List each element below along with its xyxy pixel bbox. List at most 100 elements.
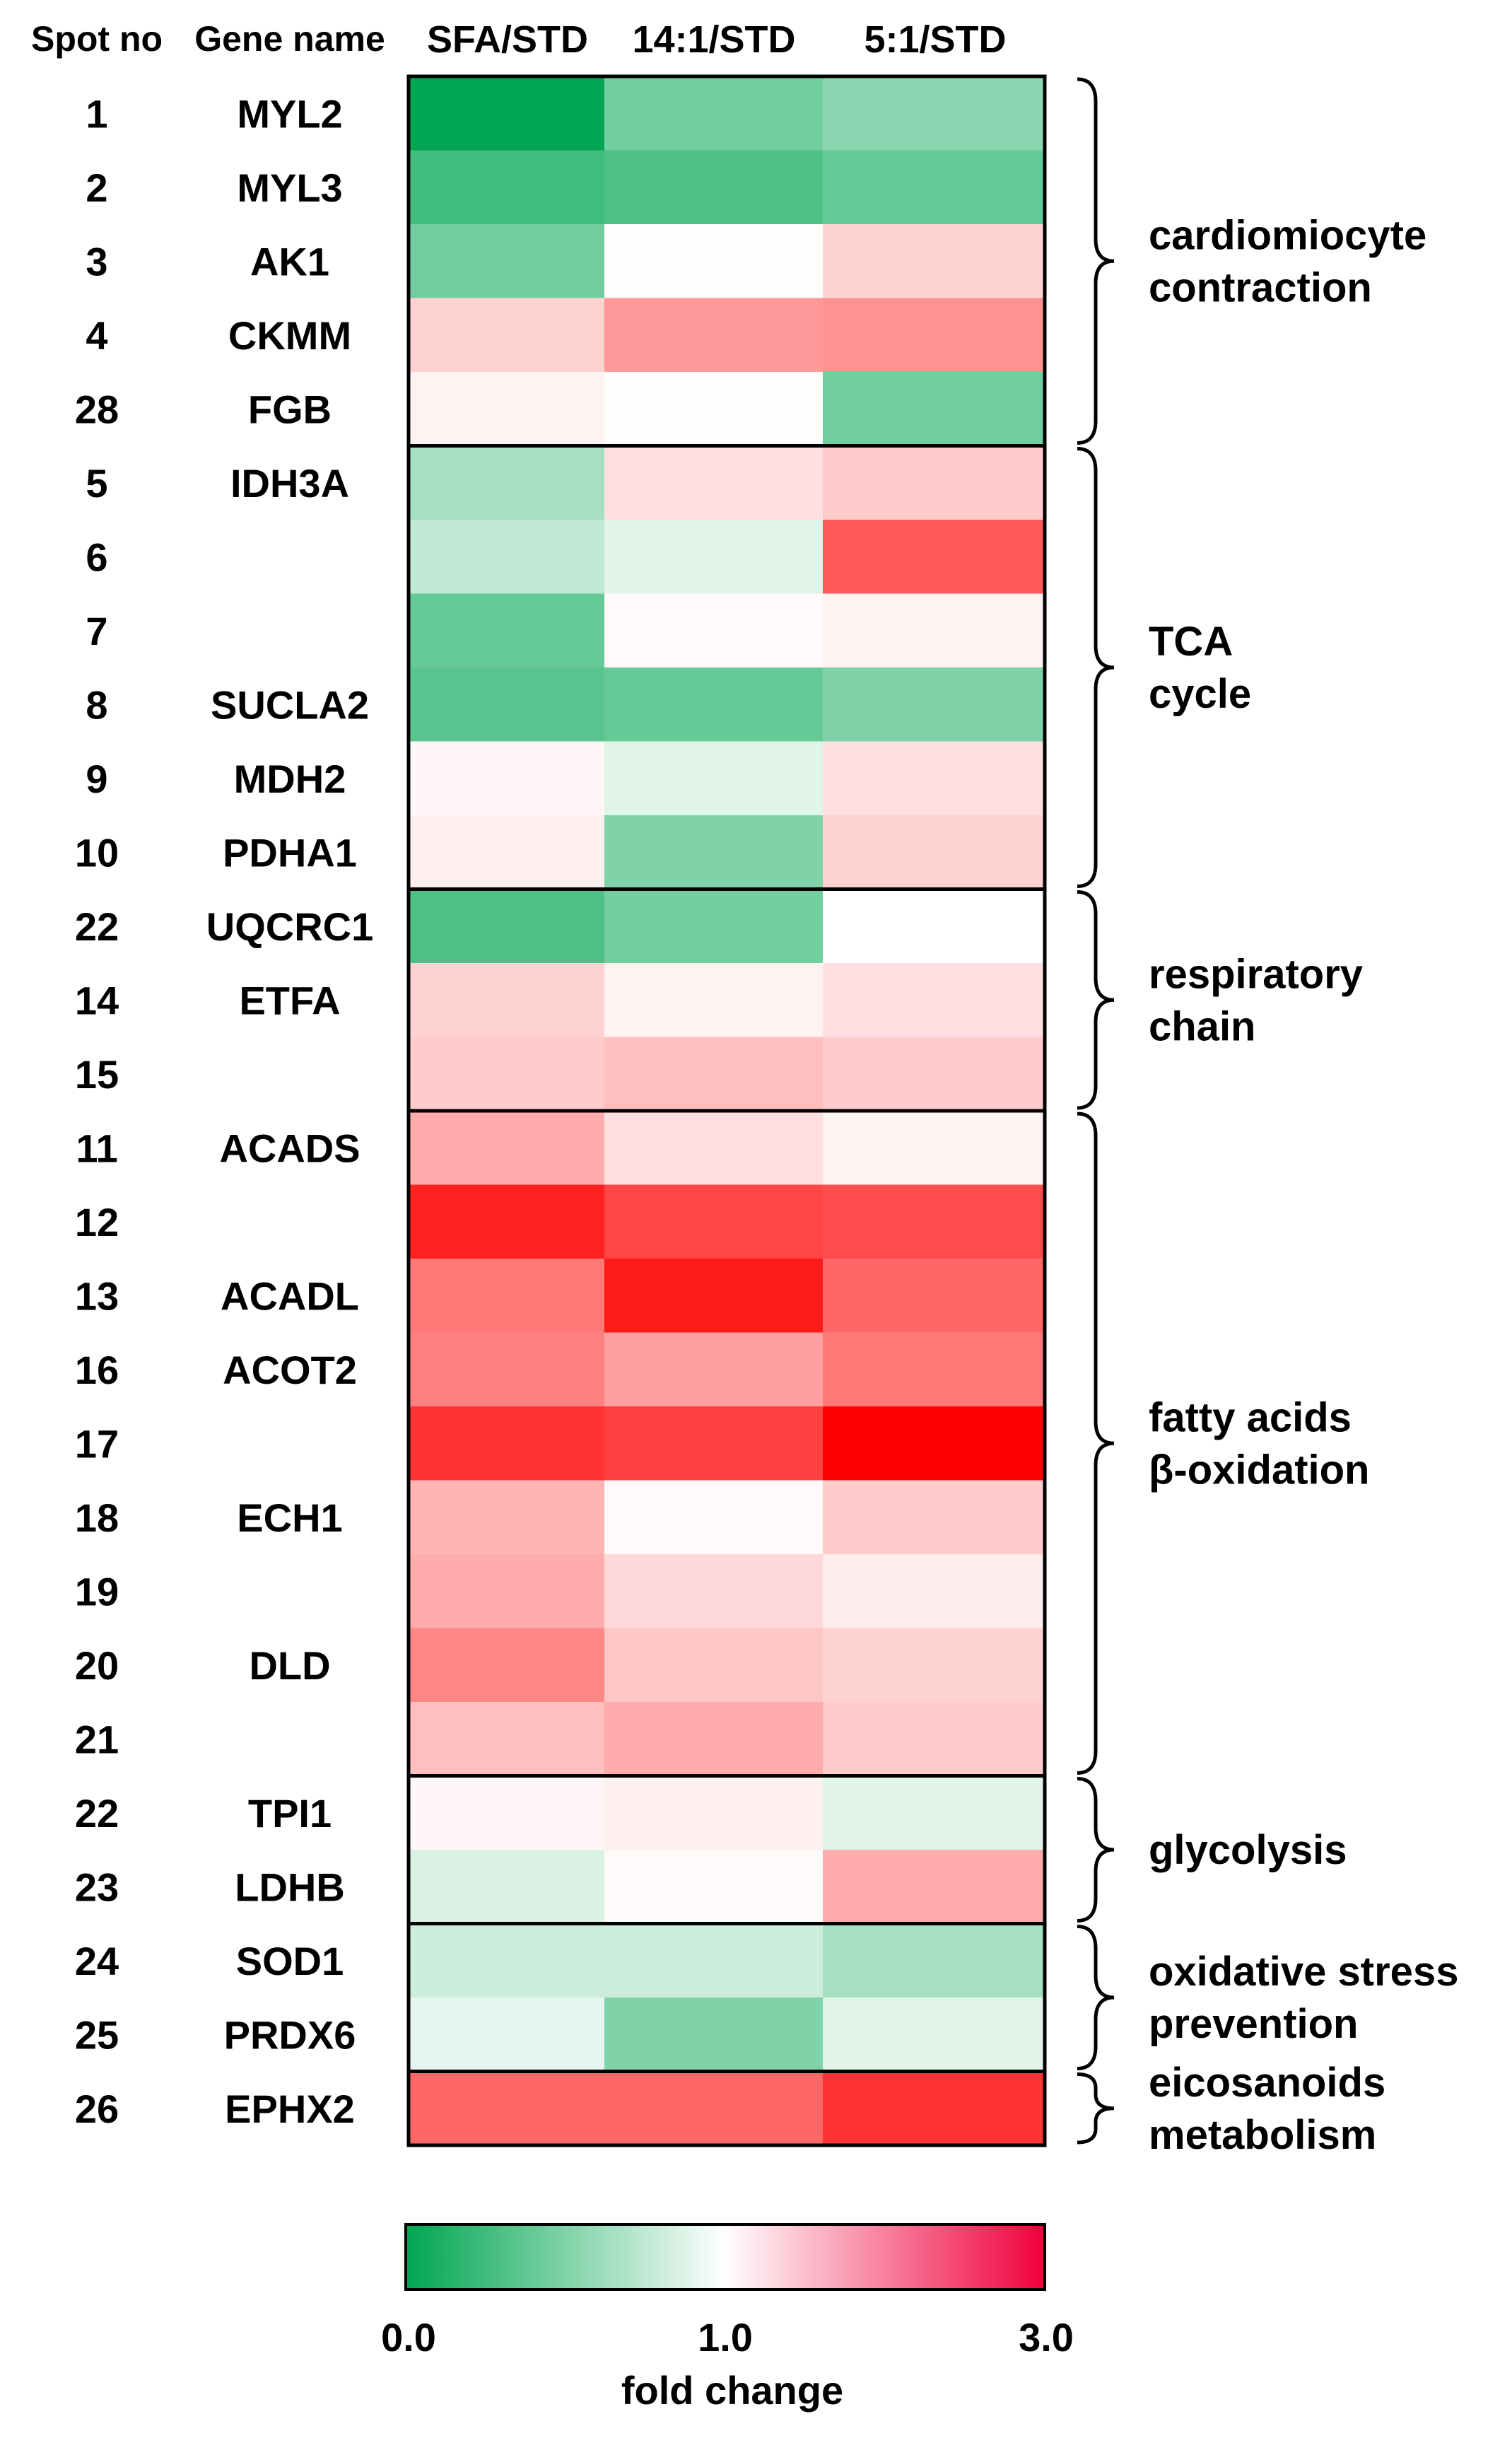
group-bracket: [1077, 1777, 1115, 1923]
heatmap-cell: [604, 1923, 824, 1998]
heatmap-cell: [604, 1184, 824, 1259]
heatmap-cell: [604, 150, 824, 225]
heatmap-cell: [409, 815, 605, 890]
heatmap-cell: [604, 741, 824, 816]
heatmap-cell: [823, 1554, 1045, 1628]
heatmap-cell: [823, 1480, 1045, 1555]
spot-number: 13: [75, 1273, 119, 1318]
heatmap-cell: [823, 1406, 1045, 1481]
group-border: [406, 2070, 1047, 2147]
heatmap-cell: [409, 1775, 605, 1850]
heatmap-cell: [409, 2071, 605, 2146]
group-label: contraction: [1149, 264, 1372, 310]
gene-name: LDHB: [235, 1865, 345, 1909]
spot-number: 5: [86, 461, 107, 506]
heatmap-cell: [604, 1628, 824, 1703]
colorbar: [404, 2223, 1046, 2291]
heatmap-cell: [604, 1554, 824, 1628]
heatmap-cell: [823, 1775, 1045, 1850]
heatmap-cell: [823, 372, 1045, 446]
spot-number: 18: [75, 1495, 119, 1540]
heatmap-cells: [409, 76, 1045, 2146]
colorbar-tick-min: 0.0: [381, 2315, 436, 2360]
heatmap-cell: [823, 1037, 1045, 1112]
gene-name: ACADL: [221, 1273, 359, 1318]
heatmap-cell: [604, 224, 824, 298]
heatmap-cell: [604, 667, 824, 742]
heatmap-cell: [604, 1111, 824, 1185]
heatmap-cell: [823, 1332, 1045, 1407]
group-bracket: [1077, 447, 1115, 888]
heatmap-cell: [823, 445, 1045, 520]
colorbar-tick-max: 3.0: [1019, 2315, 1074, 2360]
spot-number: 15: [75, 1052, 119, 1097]
heatmap-cell: [823, 1184, 1045, 1259]
group-bracket: [1077, 1112, 1115, 1775]
group-label: chain: [1149, 1003, 1256, 1049]
gene-name: CKMM: [228, 313, 351, 358]
heatmap-cell: [409, 76, 605, 151]
spot-number: 1: [86, 91, 107, 136]
gene-name: FGB: [248, 387, 332, 431]
heatmap-cell: [409, 741, 605, 816]
heatmap-cell: [604, 593, 824, 668]
heatmap-cell: [409, 1111, 605, 1185]
gene-name: SUCLA2: [211, 682, 369, 727]
heatmap-cell: [604, 1997, 824, 2072]
heatmap-cell: [823, 150, 1045, 225]
heatmap-cell: [604, 1406, 824, 1481]
column-header-3: 5:1/STD: [864, 18, 1006, 61]
heatmap-cell: [409, 445, 605, 520]
heatmap-cell: [823, 667, 1045, 742]
heatmap-cell: [823, 1850, 1045, 1924]
gene-name: DLD: [249, 1643, 330, 1688]
heatmap-cell: [604, 963, 824, 1037]
spot-number: 21: [75, 1717, 119, 1761]
colorbar-label: fold change: [621, 2368, 843, 2413]
heatmap-cell: [604, 2071, 824, 2146]
spot-number: 8: [86, 682, 107, 727]
group-label: β-oxidation: [1149, 1447, 1370, 1493]
gene-name: ACADS: [219, 1126, 360, 1170]
gene-name: ETFA: [239, 978, 340, 1022]
gene-name: PDHA1: [223, 830, 357, 875]
group-borders: [406, 74, 1047, 2147]
heatmap-cell: [409, 1923, 605, 1998]
heatmap-cell: [409, 1997, 605, 2072]
spot-number: 16: [75, 1348, 119, 1392]
group-label: TCA: [1149, 619, 1233, 665]
heatmap-cell: [409, 1184, 605, 1259]
heatmap-cell: [604, 1259, 824, 1333]
colorbar-tick-mid: 1.0: [698, 2315, 753, 2360]
group-label: oxidative stress: [1149, 1949, 1458, 1995]
heatmap-cell: [409, 1628, 605, 1703]
heatmap-cell: [604, 520, 824, 594]
heatmap-cell: [409, 1850, 605, 1924]
spot-gene-labels: 1 MYL2 2 MYL3 3 AK1 4 CKMM 28 FGB 5 IDH3A 6 7 8 SUCLA2 9…: [75, 91, 373, 2131]
heatmap-cell: [604, 372, 824, 446]
spot-number: 23: [75, 1865, 119, 1909]
gene-name: MYL3: [237, 165, 342, 210]
heatmap-cell: [823, 1923, 1045, 1998]
heatmap-cell: [409, 1554, 605, 1628]
header-spot-no: Spot no: [31, 19, 163, 59]
heatmap-cell: [823, 741, 1045, 816]
heatmap-cell: [823, 1259, 1045, 1333]
spot-number: 22: [75, 904, 119, 949]
group-label: cardiomiocyte: [1149, 212, 1426, 258]
heatmap-cell: [823, 593, 1045, 668]
heatmap-cell: [604, 815, 824, 890]
heatmap-cell: [604, 298, 824, 373]
spot-number: 28: [75, 387, 119, 431]
gene-name: PRDX6: [224, 2012, 356, 2057]
heatmap-cell: [409, 1406, 605, 1481]
heatmap-cell: [604, 889, 824, 964]
group-label: fatty acids: [1149, 1394, 1352, 1440]
spot-number: 9: [86, 757, 107, 801]
spot-number: 6: [86, 535, 107, 579]
spot-number: 19: [75, 1569, 119, 1614]
heatmap-cell: [823, 1702, 1045, 1776]
gene-name: ACOT2: [223, 1348, 357, 1392]
heatmap-cell: [409, 224, 605, 298]
